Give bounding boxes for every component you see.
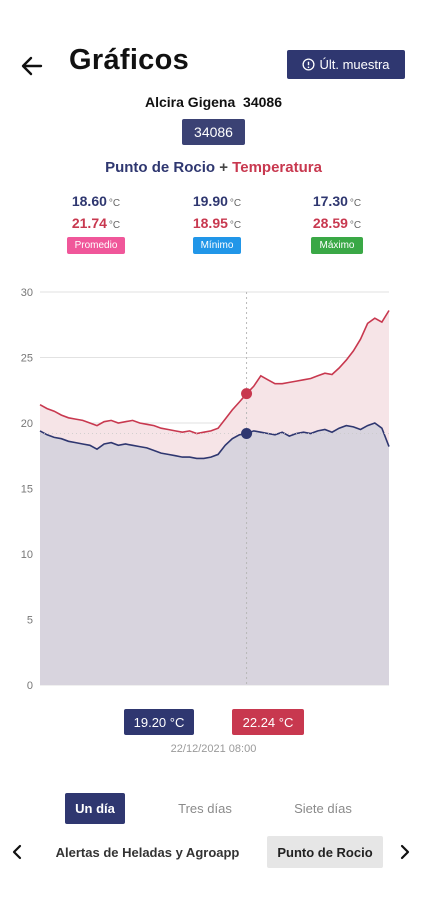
unit-label: °C	[229, 198, 242, 209]
temperature-marker	[241, 388, 253, 400]
temp-readout: 22.24 °C	[232, 709, 304, 735]
legend-temperature: Temperatura	[232, 159, 322, 176]
chart-legend: Punto de Rocio + Temperatura	[0, 159, 427, 176]
y-tick-label: 5	[27, 615, 33, 627]
arrow-left-icon	[21, 56, 43, 76]
stat-average-temp: 21.74	[71, 215, 107, 231]
range-one-day[interactable]: Un día	[65, 793, 125, 824]
stat-minimum-temp: 18.95	[192, 215, 228, 231]
stat-maximum: 17.30 °C 28.59 °C Máximo	[277, 193, 397, 254]
nav-next-button[interactable]	[390, 837, 420, 867]
dew-temp-chart[interactable]: 0 5 10 15 20 25 30	[0, 280, 427, 700]
back-button[interactable]	[14, 48, 50, 84]
chevron-right-icon	[400, 844, 410, 860]
station-name: Alcira Gigena	[145, 94, 236, 110]
stat-maximum-temp: 28.59	[312, 215, 348, 231]
badge-average: Promedio	[66, 237, 126, 254]
info-icon	[302, 58, 315, 71]
dew-readout: 19.20 °C	[124, 709, 194, 735]
legend-plus: +	[219, 159, 228, 176]
nav-item-dew-point[interactable]: Punto de Rocio	[267, 836, 383, 868]
stat-average: 18.60 °C 21.74 °C Promedio	[36, 193, 156, 254]
stat-maximum-dew: 17.30	[312, 193, 348, 209]
stat-average-dew: 18.60	[71, 193, 107, 209]
chevron-left-icon	[12, 844, 22, 860]
y-tick-label: 25	[21, 353, 33, 365]
unit-label: °C	[349, 220, 362, 231]
nav-item-frost-alerts[interactable]: Alertas de Heladas y Agroapp	[55, 844, 240, 860]
dew-point-marker	[241, 427, 253, 439]
range-three-days[interactable]: Tres días	[178, 801, 232, 816]
station-chip: 34086	[182, 119, 245, 145]
y-tick-label: 0	[27, 680, 33, 692]
dew-point-area	[40, 423, 389, 685]
y-tick-label: 10	[21, 549, 33, 561]
last-sample-button[interactable]: Últ. muestra	[287, 50, 405, 79]
page-title: Gráficos	[69, 44, 190, 76]
stat-minimum: 19.90 °C 18.95 °C Mínimo	[157, 193, 277, 254]
dew-point-line	[39, 422, 390, 460]
y-tick-label: 20	[21, 418, 33, 430]
legend-dew-point: Punto de Rocio	[105, 159, 216, 176]
badge-maximum: Máximo	[311, 237, 363, 254]
unit-label: °C	[349, 198, 362, 209]
unit-label: °C	[108, 198, 121, 209]
unit-label: °C	[108, 220, 121, 231]
nav-prev-button[interactable]	[2, 837, 32, 867]
stat-minimum-dew: 19.90	[192, 193, 228, 209]
y-tick-label: 30	[21, 287, 33, 299]
badge-minimum: Mínimo	[192, 237, 242, 254]
station-title: Alcira Gigena 34086	[0, 94, 427, 110]
readout-date: 22/12/2021 08:00	[170, 743, 257, 755]
y-tick-label: 15	[21, 484, 33, 496]
range-seven-days[interactable]: Siete días	[294, 801, 352, 816]
unit-label: °C	[229, 220, 242, 231]
last-sample-label: Últ. muestra	[319, 57, 390, 72]
temperature-line	[39, 310, 390, 435]
station-id: 34086	[243, 94, 282, 110]
